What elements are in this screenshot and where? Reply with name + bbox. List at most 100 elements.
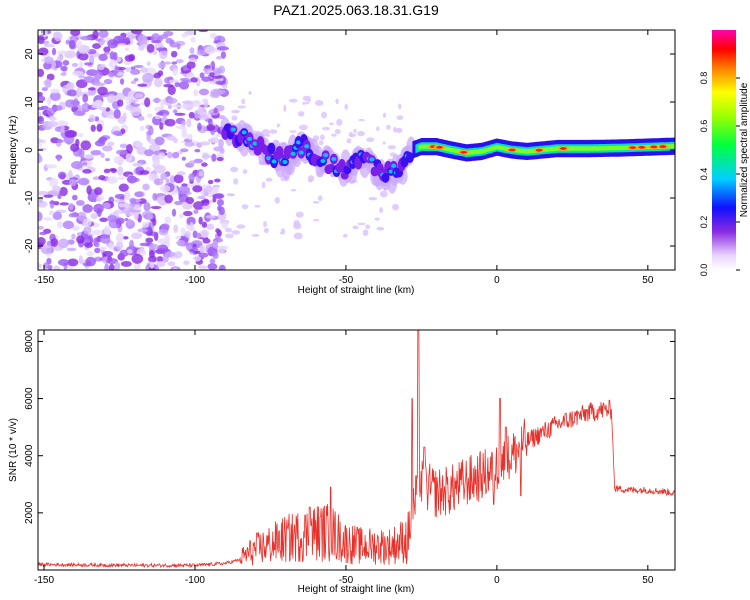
spectrogram-noise-blob (158, 152, 166, 160)
spectrogram-noise-blob (108, 59, 117, 68)
spectrogram-noise-blob (336, 118, 343, 126)
spectrogram-noise-blob (126, 249, 133, 254)
spectrogram-noise-blob (124, 190, 131, 201)
spectrogram-noise-blob (201, 154, 214, 159)
spectrogram-ridge-peak (391, 163, 397, 168)
spectrogram-noise-blob (43, 262, 49, 269)
spectrogram-noise-blob (398, 103, 402, 110)
spectrogram-ridge-core (267, 142, 276, 155)
spectrogram-noise-blob (50, 238, 59, 247)
spectrogram-noise-blob (58, 259, 70, 266)
spectrogram-noise-blob (293, 232, 303, 240)
spectrogram-noise-blob (213, 67, 222, 76)
spectrogram-noise-blob (148, 125, 154, 136)
spectrogram-noise-blob (197, 122, 202, 131)
spectrogram-noise-blob (98, 246, 108, 251)
spectrogram-noise-blob (174, 82, 181, 88)
spectrogram-noise-blob (95, 197, 102, 203)
spectrogram-noise-blob (207, 118, 213, 126)
spectrogram-noise-blob (178, 185, 191, 194)
spectrogram-noise-blob (204, 185, 213, 193)
spectrogram-noise-blob (231, 115, 238, 121)
spectrogram-noise-blob (170, 50, 178, 58)
spectrogram-noise-blob (358, 118, 365, 122)
spectrogram-noise-blob (357, 222, 366, 226)
spectrogram-noise-blob (83, 226, 92, 235)
spectrogram-noise-blob (42, 40, 50, 45)
spectrogram-noise-blob (137, 34, 148, 45)
spectrogram-noise-blob (237, 105, 246, 109)
snr-xtick-label: -150 (34, 575, 54, 586)
spectrogram-hotspot-peak (659, 145, 667, 148)
spectrogram-noise-blob (90, 149, 102, 156)
spectrogram-noise-blob (376, 126, 380, 132)
spectrogram-noise-blob (133, 64, 144, 69)
spectrogram-noise-blob (124, 217, 129, 222)
spectrogram-noise-blob (144, 149, 154, 157)
spectrogram-ridge-peak (323, 153, 329, 158)
spectrogram-noise-blob (82, 93, 89, 103)
spectrogram-noise-blob (107, 141, 115, 147)
spectrogram-noise-blob (78, 148, 85, 159)
spectrogram-noise-blob (134, 141, 144, 148)
spectrogram-noise-blob (189, 160, 196, 166)
spectrogram-noise-blob (88, 114, 96, 123)
spectrogram-ytick-label: 10 (24, 96, 35, 108)
spectrogram-xtick-label: -100 (185, 275, 205, 286)
spectrogram-noise-blob (98, 30, 109, 39)
spectrogram-noise-blob (265, 134, 271, 137)
spectrogram-noise-blob (193, 201, 205, 210)
spectrogram-noise-blob (94, 256, 103, 262)
spectrogram-noise-blob (187, 133, 193, 141)
spectrogram-noise-blob (115, 233, 124, 243)
spectrogram-noise-blob (211, 153, 217, 162)
spectrogram-noise-blob (59, 186, 68, 197)
spectrogram-noise-blob (164, 234, 170, 243)
spectrogram-noise-blob (382, 141, 386, 145)
spectrogram-noise-blob (206, 124, 216, 131)
spectrogram-noise-blob (198, 252, 209, 258)
spectrogram-noise-blob (199, 245, 205, 254)
spectrogram-noise-blob (181, 120, 186, 127)
spectrogram-noise-blob (215, 228, 221, 234)
spectrogram-noise-blob (182, 79, 192, 84)
spectrogram-noise-blob (344, 103, 349, 110)
colorbar-tick-label: 0.6 (699, 120, 709, 133)
spectrogram-noise-blob (213, 107, 218, 114)
spectrogram-noise-blob (91, 229, 103, 236)
spectrogram-noise-blob (120, 260, 132, 267)
spectrogram-noise-blob (80, 35, 92, 41)
spectrogram-noise-blob (60, 72, 67, 77)
spectrogram-noise-blob (98, 174, 106, 181)
spectrogram-noise-blob (98, 106, 107, 111)
spectrogram-noise-blob (159, 34, 169, 39)
spectrogram-ytick-label: -10 (24, 190, 35, 205)
spectrogram-noise-blob (86, 251, 95, 257)
spectrogram-noise-blob (115, 149, 128, 155)
spectrogram-noise-blob (62, 85, 68, 94)
spectrogram-noise-blob (289, 130, 297, 133)
spectrogram-noise-blob (71, 194, 78, 201)
spectrogram-noise-blob (56, 154, 61, 162)
spectrogram-ytick-label: 20 (24, 48, 35, 60)
spectrogram-noise-blob (317, 195, 323, 202)
spectrogram-noise-blob (226, 193, 235, 197)
spectrogram-noise-blob (62, 60, 70, 66)
spectrogram-noise-blob (106, 258, 118, 265)
spectrogram-noise-blob (102, 145, 113, 152)
spectrogram-noise-blob (376, 226, 385, 231)
spectrogram-noise-blob (189, 47, 195, 55)
spectrogram-noise-blob (261, 129, 270, 136)
spectrogram-noise-blob (188, 111, 195, 119)
spectrogram-ridge-peak (296, 140, 302, 145)
spectrogram-noise-blob (163, 83, 174, 88)
spectrogram-noise-blob (110, 168, 117, 173)
spectrogram-noise-blob (346, 138, 352, 144)
spectrogram-noise-blob (167, 97, 178, 104)
spectrogram-noise-blob (368, 196, 378, 201)
spectrogram-noise-blob (90, 212, 98, 220)
spectrogram-noise-blob (175, 59, 184, 64)
spectrogram-noise-blob (251, 233, 260, 237)
spectrogram-noise-blob (131, 253, 144, 264)
spectrogram-noise-blob (178, 213, 184, 219)
